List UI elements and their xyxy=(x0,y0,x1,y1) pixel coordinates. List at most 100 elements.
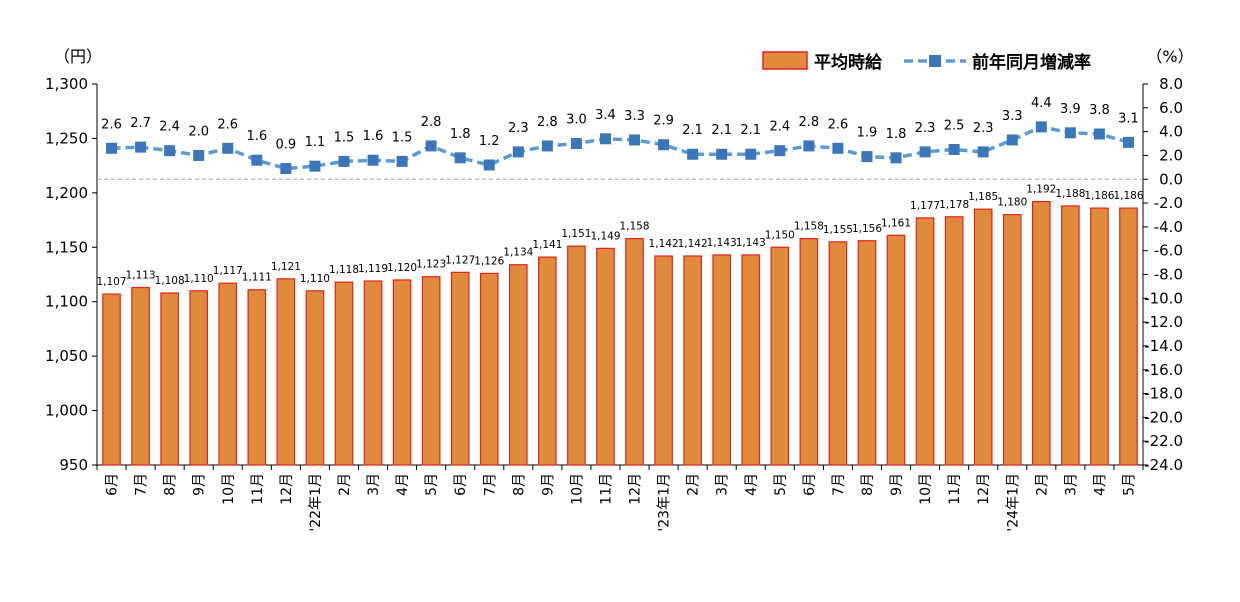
bar-series xyxy=(102,200,1138,466)
chart-axes: 950 1,000 1,050 1,100 1,150 1,200 1,250 1,300 -2… xyxy=(45,75,1183,532)
line-marker xyxy=(541,140,553,152)
bar xyxy=(712,254,732,466)
line-value-label: 2.4 xyxy=(159,120,180,135)
x-tick-label: 9月 xyxy=(192,473,208,496)
line-value-label: 1.9 xyxy=(857,126,878,141)
right-tick-label: 0.0 xyxy=(1159,170,1183,188)
bar xyxy=(567,245,586,466)
x-tick-label: '22年1月 xyxy=(308,473,324,532)
line-marker xyxy=(890,152,902,164)
bar xyxy=(392,279,412,466)
bar-value-label: 1,107 xyxy=(96,276,126,288)
bar xyxy=(450,271,470,466)
bar-value-label: 1,143 xyxy=(736,237,766,249)
bar-value-label: 1,185 xyxy=(968,191,998,203)
bar-value-label: 1,186 xyxy=(1084,190,1114,202)
line-marker xyxy=(745,148,757,160)
bar-value-label: 1,192 xyxy=(1026,184,1056,196)
bar xyxy=(886,234,906,466)
line-marker xyxy=(338,155,350,167)
line-marker xyxy=(425,140,437,152)
bar-value-label: 1,186 xyxy=(1113,190,1143,202)
bar-value-label: 1,158 xyxy=(794,221,824,233)
bar-value-label: 1,155 xyxy=(823,224,853,236)
line-value-label: 2.6 xyxy=(828,117,849,132)
x-tick-label: 7月 xyxy=(831,473,847,496)
line-value-label: 2.8 xyxy=(537,115,558,130)
left-tick-label: 1,150 xyxy=(45,238,88,256)
line-marker xyxy=(1006,134,1018,146)
bar-value-label: 1,108 xyxy=(155,275,185,287)
line-value-label: 2.0 xyxy=(188,124,209,139)
line-marker xyxy=(454,152,466,164)
left-axis-unit: （円） xyxy=(54,47,102,66)
right-tick-label: -14.0 xyxy=(1144,337,1183,355)
line-value-label: 2.6 xyxy=(101,117,122,132)
bar-value-label: 1,111 xyxy=(242,272,272,284)
right-tick-label: 4.0 xyxy=(1159,123,1183,141)
line-marker xyxy=(396,155,408,167)
x-tick-label: 4月 xyxy=(744,473,760,496)
right-tick-label: 8.0 xyxy=(1159,75,1183,93)
bar-value-label: 1,151 xyxy=(561,228,591,240)
x-tick-label: 6月 xyxy=(105,473,121,496)
bar xyxy=(654,255,673,466)
bar xyxy=(276,278,296,466)
bar-value-label: 1,177 xyxy=(910,200,940,212)
bar xyxy=(973,208,993,466)
x-tick-label: 6月 xyxy=(453,473,469,496)
line-marker xyxy=(832,142,844,154)
line-value-label: 1.5 xyxy=(334,130,355,145)
x-tick-label: 3月 xyxy=(366,473,382,496)
line-marker xyxy=(280,163,292,175)
line-value-label: 2.6 xyxy=(217,117,238,132)
x-tick-label: 4月 xyxy=(395,473,411,496)
bar-value-label: 1,141 xyxy=(532,239,562,251)
line-marker xyxy=(512,146,524,158)
bar xyxy=(131,286,150,466)
bar-value-label: 1,113 xyxy=(126,270,156,282)
right-tick-label: -22.0 xyxy=(1144,432,1183,450)
x-tick-label: 8月 xyxy=(860,473,876,496)
bar xyxy=(683,255,702,466)
x-tick-label: 8月 xyxy=(163,473,179,496)
line-value-label: 2.9 xyxy=(653,114,674,129)
left-tick-label: 1,250 xyxy=(45,129,88,147)
right-tick-label: -2.0 xyxy=(1154,194,1183,212)
bar-value-label: 1,119 xyxy=(358,263,388,275)
left-tick-label: 1,200 xyxy=(45,184,88,202)
x-tick-label: 2月 xyxy=(686,473,702,496)
bar xyxy=(799,237,819,466)
x-tick-label: 6月 xyxy=(802,473,818,496)
bar-value-label: 1,158 xyxy=(619,221,649,233)
x-tick-label: 7月 xyxy=(482,473,498,496)
line-marker xyxy=(1093,128,1105,140)
bar xyxy=(625,237,644,466)
left-tick-label: 950 xyxy=(59,456,88,474)
line-value-label: 3.1 xyxy=(1118,111,1139,126)
line-value-label: 3.0 xyxy=(566,113,587,128)
bar xyxy=(741,254,761,466)
left-tick-label: 1,000 xyxy=(45,402,88,420)
right-tick-label: -10.0 xyxy=(1144,289,1183,307)
bar-value-label: 1,123 xyxy=(416,259,446,271)
bar xyxy=(857,240,877,466)
x-tick-label: 12月 xyxy=(628,473,644,505)
bar xyxy=(538,256,557,466)
legend-bar-swatch xyxy=(762,51,808,70)
right-tick-label: -18.0 xyxy=(1144,385,1183,403)
line-value-label: 3.3 xyxy=(1002,109,1023,124)
left-tick-label: 1,100 xyxy=(45,293,88,311)
x-tick-label: 3月 xyxy=(1063,473,1079,496)
line-marker xyxy=(1122,136,1134,148)
bar-value-label: 1,110 xyxy=(300,273,330,285)
bar-value-label: 1,117 xyxy=(213,265,243,277)
left-tick-label: 1,050 xyxy=(45,347,88,365)
line-value-label: 2.1 xyxy=(682,123,703,138)
x-tick-label: 10月 xyxy=(918,473,934,505)
bar-value-label: 1,121 xyxy=(271,261,301,273)
line-value-label: 0.9 xyxy=(276,138,297,153)
bar xyxy=(508,264,528,466)
legend: 平均時給 前年同月増減率 xyxy=(762,51,1091,73)
x-tick-label: 5月 xyxy=(424,473,440,496)
